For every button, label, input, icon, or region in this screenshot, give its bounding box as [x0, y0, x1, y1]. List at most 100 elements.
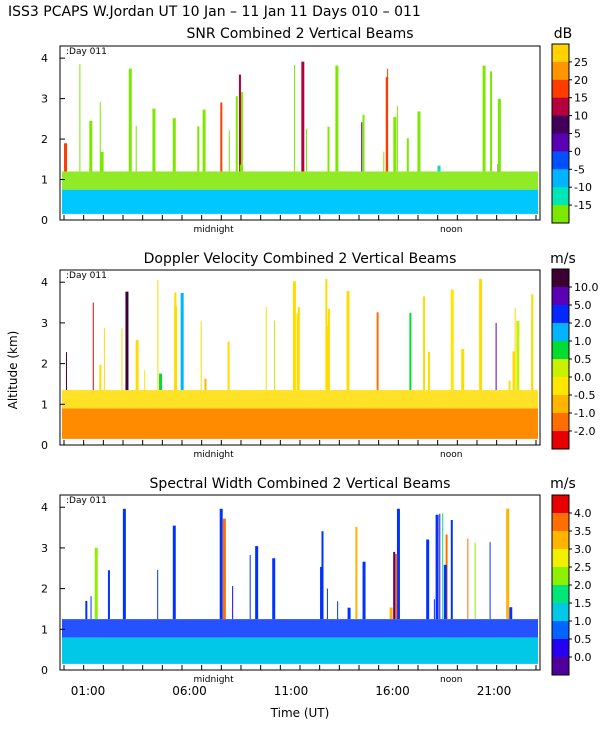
panel-1-echo-region [62, 390, 538, 409]
panel-1-colorbar-label: 2.0 [574, 317, 592, 330]
panel-1-echo-streak [450, 289, 454, 391]
panel-1-echo-streak [512, 351, 516, 391]
panel-1-echo-streak [265, 306, 267, 391]
panel-1-echo-streak [514, 308, 516, 391]
panel-2-echo-streak [467, 538, 469, 620]
panel-1-echo-streak [65, 352, 67, 391]
panel-0-ytick-label: 4 [41, 52, 48, 65]
time-tick-label: 21:00 [477, 684, 512, 698]
panel-0-colorbar-label: 15 [574, 92, 588, 105]
panel-0-echo-streak [197, 126, 200, 172]
panel-2-echo-streak [362, 561, 366, 620]
panel-0-colorbar-swatch [552, 169, 569, 188]
panel-doppler-units: m/s [550, 251, 576, 267]
panel-1-echo-streak [159, 373, 163, 391]
panel-1-midnight-marker: midnight [194, 450, 235, 460]
panel-0-echo-streak [202, 109, 206, 172]
panel-2-echo-streak [157, 570, 159, 620]
panel-0-midnight-marker: midnight [194, 225, 235, 235]
panel-2-colorbar-swatch [552, 513, 569, 532]
panel-0-echo-streak [172, 118, 176, 172]
panel-1-colorbar-label: 5.0 [574, 299, 592, 312]
y-axis-label: Altitude (km) [6, 331, 20, 410]
panel-1-echo-streak [200, 321, 202, 391]
panel-1-colorbar-swatch [552, 305, 569, 324]
panel-2-echo-streak [443, 564, 447, 620]
panel-2-echo-streak [474, 542, 476, 620]
panel-2-colorbar-label: 2.5 [574, 561, 592, 574]
panel-2-echo-streak [85, 600, 88, 620]
panel-0-ytick-label: 0 [41, 214, 48, 227]
panel-width-colorbar: 4.0 3.5 3.0 2.5 2.0 1.5 1.0 0.5 0.0 [551, 494, 592, 676]
panel-2-echo-streak [509, 607, 513, 620]
panel-1-colorbar-swatch [552, 323, 569, 342]
panel-0-echo-streak [238, 74, 241, 172]
panel-width-title: Spectral Width Combined 2 Vertical Beams [150, 476, 451, 492]
panel-0-layer-band [62, 189, 538, 214]
panel-width-units: m/s [550, 476, 576, 492]
panel-1-colorbar-label: -0.5 [574, 389, 595, 402]
panel-0-echo-streak [100, 151, 104, 172]
panel-2-colorbar-swatch [552, 531, 569, 550]
panel-0-echo-streak [135, 125, 137, 172]
panel-snr: SNR Combined 2 Vertical Beams dB 0 1 2 3 4 mi… [41, 26, 592, 235]
panel-snr-title: SNR Combined 2 Vertical Beams [186, 26, 413, 42]
panel-0-echo-streak [239, 91, 243, 172]
panel-2-colorbar-swatch [552, 639, 569, 658]
panel-1-echo-streak [327, 308, 330, 391]
panel-2-echo-streak [337, 601, 339, 620]
panel-0-echo-streak [417, 111, 421, 172]
panel-1-ytick-label: 2 [41, 358, 48, 371]
panel-2-echo-streak [172, 525, 176, 620]
panel-1-echo-streak [99, 364, 102, 391]
panel-2-echo-streak [355, 526, 358, 620]
panel-1-echo-streak [346, 290, 350, 391]
panel-1-colorbar-swatch [552, 269, 569, 288]
panel-2-echo-streak [394, 553, 398, 620]
panel-1-echo-streak [204, 378, 207, 391]
panel-0-echo-streak [362, 114, 365, 172]
panel-1-colorbar-swatch [552, 377, 569, 396]
panel-2-colorbar-label: 1.5 [574, 597, 592, 610]
panel-snr-units: dB [554, 26, 573, 42]
panel-1-colorbar-swatch [552, 413, 569, 432]
panel-2-colorbar-label: 1.0 [574, 615, 592, 628]
panel-0-colorbar-label: -15 [574, 199, 592, 212]
panel-0-colorbar-label: -10 [574, 181, 592, 194]
panel-0-colorbar-swatch [552, 133, 569, 152]
panel-2-echo-streak [94, 547, 98, 620]
time-tick-label: 16:00 [375, 684, 410, 698]
panel-width-day-label: :Day 011 [66, 496, 107, 506]
panel-snr-day-label: :Day 011 [66, 47, 107, 57]
panel-0-colorbar-label: 25 [574, 56, 588, 69]
panel-1-echo-streak [409, 312, 412, 391]
panel-2-echo-streak [433, 599, 435, 620]
panel-1-echo-streak [180, 292, 184, 391]
x-axis-label: Time (UT) [270, 706, 330, 720]
panel-2-echo-streak [435, 514, 439, 620]
panel-1-echo-streak [479, 279, 483, 391]
panel-1-echo-streak [423, 296, 426, 391]
panel-0-echo-streak [327, 126, 330, 172]
panel-0-ytick-label: 3 [41, 93, 48, 106]
panel-2-echo-streak [396, 508, 400, 620]
panel-0-colorbar-swatch [552, 61, 569, 81]
panel-0-colorbar-swatch [552, 205, 569, 224]
panel-0-echo-streak [152, 108, 156, 172]
panel-1-colorbar-label: 1.0 [574, 335, 592, 348]
panel-snr-plot: 0 1 2 3 4 midnight noon [41, 45, 541, 235]
panel-1-echo-streak [121, 328, 123, 391]
panel-1-echo-streak [461, 349, 465, 391]
panel-2-echo-streak [450, 520, 453, 620]
panel-1-echo-streak [325, 278, 328, 391]
panel-2-ytick-label: 2 [41, 583, 48, 596]
panel-2-colorbar-swatch [552, 621, 569, 640]
panel-2-echo-streak [389, 607, 393, 620]
panel-0-colorbar-label: 20 [574, 74, 588, 87]
panel-2-ytick-label: 1 [41, 623, 48, 636]
panel-1-echo-streak [135, 340, 139, 391]
panel-0-echo-streak [79, 64, 81, 172]
panel-1-echo-streak [144, 369, 146, 391]
panel-2-echo-streak [90, 596, 92, 620]
panel-1-noon-marker: noon [440, 450, 462, 460]
